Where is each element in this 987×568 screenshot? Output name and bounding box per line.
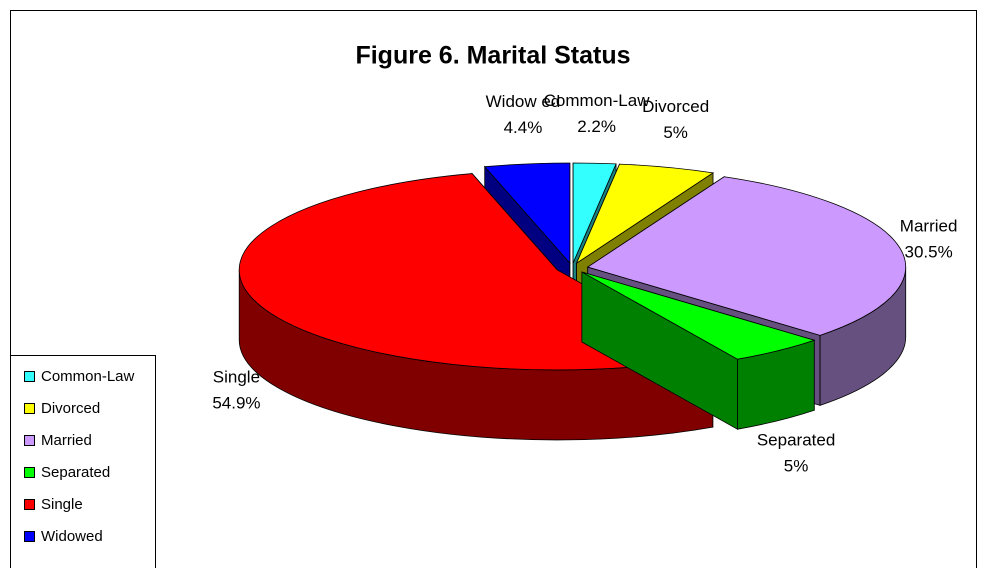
data-label-name: Married [900,217,958,236]
slice-top [575,163,715,265]
data-label-name: Common-Law [544,91,651,110]
legend-swatch [24,435,35,446]
data-label-value: 5% [663,123,688,142]
legend-swatch [24,531,35,542]
data-label-name: Separated [757,430,835,449]
legend-label: Single [41,496,83,513]
legend-swatch [24,403,35,414]
data-label-value: 5% [784,456,809,475]
slice-top [572,162,617,264]
slice [581,271,816,430]
legend-label: Divorced [41,400,100,417]
slice-top [483,162,571,265]
data-label-value: 54.9% [212,394,260,413]
legend-swatch [24,499,35,510]
data-label-name: Widow ed [486,92,561,111]
data-label-name: Single [213,368,260,387]
chart-title: Figure 6. Marital Status [355,42,630,70]
data-label-value: 2.2% [577,117,616,136]
legend-label: Widowed [41,528,103,545]
legend-label: Married [41,432,92,449]
data-label-value: 30.5% [905,243,953,262]
data-label-value: 4.4% [504,118,543,137]
legend-label: Common-Law [41,368,135,385]
slice-top [581,271,816,360]
legend-swatch [24,371,35,382]
legend-swatch [24,467,35,478]
data-label-name: Divorced [642,97,709,116]
slice-top [586,176,907,336]
legend-label: Separated [41,464,110,481]
